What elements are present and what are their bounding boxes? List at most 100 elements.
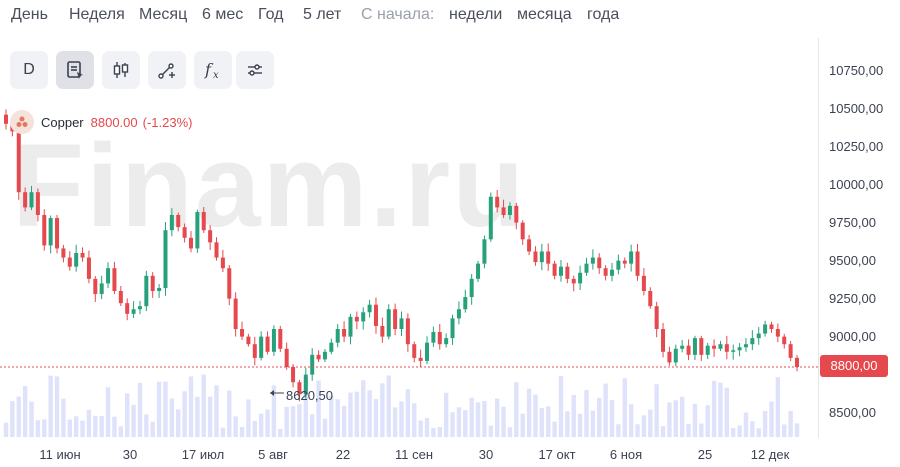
volume-bar xyxy=(303,377,309,437)
volume-bar xyxy=(227,390,232,437)
candle xyxy=(354,311,359,330)
timeframe-6m[interactable]: 6 мес xyxy=(202,6,244,23)
candle xyxy=(310,348,315,381)
candle xyxy=(501,199,506,218)
volume-bar xyxy=(584,390,589,437)
candle xyxy=(208,225,213,250)
since-year[interactable]: года xyxy=(587,6,620,23)
volume-bar xyxy=(526,388,532,437)
volume-bar xyxy=(762,411,768,437)
timeframe-5y[interactable]: 5 лет xyxy=(303,6,342,23)
timeframe-year[interactable]: Год xyxy=(258,6,284,23)
candle xyxy=(667,346,672,366)
timeframe-week[interactable]: Неделя xyxy=(69,6,125,23)
candle xyxy=(316,350,321,363)
volume-bar xyxy=(788,410,793,437)
svg-text:f: f xyxy=(204,60,214,79)
candle xyxy=(106,262,111,289)
candle xyxy=(597,253,602,274)
candle xyxy=(718,340,723,352)
volume-bar xyxy=(475,402,481,437)
volume-bar xyxy=(437,427,442,437)
volume-bar xyxy=(648,409,653,437)
candle xyxy=(731,344,736,360)
volume-bar xyxy=(718,382,723,437)
volume-bar xyxy=(507,427,513,437)
since-month[interactable]: месяца xyxy=(517,6,572,23)
volume-bar xyxy=(16,396,21,437)
candle xyxy=(367,299,372,318)
legend-price: 8800.00 xyxy=(90,114,138,130)
drawing-tools-button[interactable] xyxy=(148,51,186,89)
volume-bar xyxy=(469,397,474,437)
candle xyxy=(788,341,793,362)
x-tick-label: 25 xyxy=(697,447,713,462)
volume-bar xyxy=(163,381,168,437)
chart-type-button[interactable] xyxy=(56,51,94,89)
settings-button[interactable] xyxy=(236,51,274,89)
volume-bar xyxy=(80,420,85,437)
candle xyxy=(201,206,206,234)
candle xyxy=(361,307,366,330)
x-tick-label: 11 сен xyxy=(394,447,434,462)
candle xyxy=(724,335,729,360)
candle xyxy=(23,187,28,212)
candle xyxy=(641,268,646,296)
volume-bar xyxy=(61,398,66,437)
volume-bar xyxy=(361,380,366,437)
volume-bar xyxy=(616,424,621,437)
candlestick-button[interactable] xyxy=(102,51,140,89)
volume-bar xyxy=(329,395,334,437)
volume-bar xyxy=(424,417,430,437)
volume-bar xyxy=(73,416,79,437)
indicators-button[interactable]: f x xyxy=(194,51,232,89)
y-axis-border xyxy=(818,38,819,438)
volume-bar xyxy=(341,405,347,437)
volume-bar xyxy=(794,423,800,437)
candles xyxy=(4,109,799,402)
candle xyxy=(635,243,640,281)
candle xyxy=(756,327,761,345)
volume-bar xyxy=(169,398,175,437)
candle xyxy=(680,339,685,353)
candle xyxy=(412,341,417,363)
candle xyxy=(188,231,193,253)
volume-bar xyxy=(67,419,72,437)
interval-button[interactable]: D xyxy=(10,51,48,89)
min-price-label: 8620,50 xyxy=(286,388,333,403)
volume-bar xyxy=(520,413,525,437)
volume-bar xyxy=(552,421,557,437)
x-tick-label: 12 дек xyxy=(750,447,790,462)
candle xyxy=(476,260,481,283)
volume-bar xyxy=(609,400,615,437)
candle xyxy=(176,212,181,232)
candle xyxy=(590,249,595,270)
candle xyxy=(259,331,264,361)
volume-bar xyxy=(418,420,423,437)
volume-bar xyxy=(373,399,379,437)
candle xyxy=(782,333,787,349)
volume-bar xyxy=(443,392,449,437)
candle xyxy=(648,287,653,309)
candle xyxy=(431,326,436,347)
timeframe-month[interactable]: Месяц xyxy=(139,6,188,23)
volume-bar xyxy=(743,412,749,437)
candle xyxy=(769,321,774,333)
last-price-tag: 8800,00 xyxy=(820,355,888,377)
candle xyxy=(163,222,168,296)
candle xyxy=(131,301,136,319)
volume-bar xyxy=(48,375,53,437)
volume-bar xyxy=(42,419,47,437)
since-week[interactable]: недели xyxy=(449,6,503,23)
candle xyxy=(373,297,378,334)
candle xyxy=(67,251,72,271)
candle xyxy=(29,185,34,211)
volume-bar xyxy=(737,425,742,437)
volume-bar xyxy=(405,389,411,437)
timeframe-day[interactable]: День xyxy=(11,6,48,23)
volume-bar xyxy=(724,387,730,437)
volume-bar xyxy=(354,391,360,437)
volume-bar xyxy=(156,381,162,437)
volume-bar xyxy=(278,428,283,437)
